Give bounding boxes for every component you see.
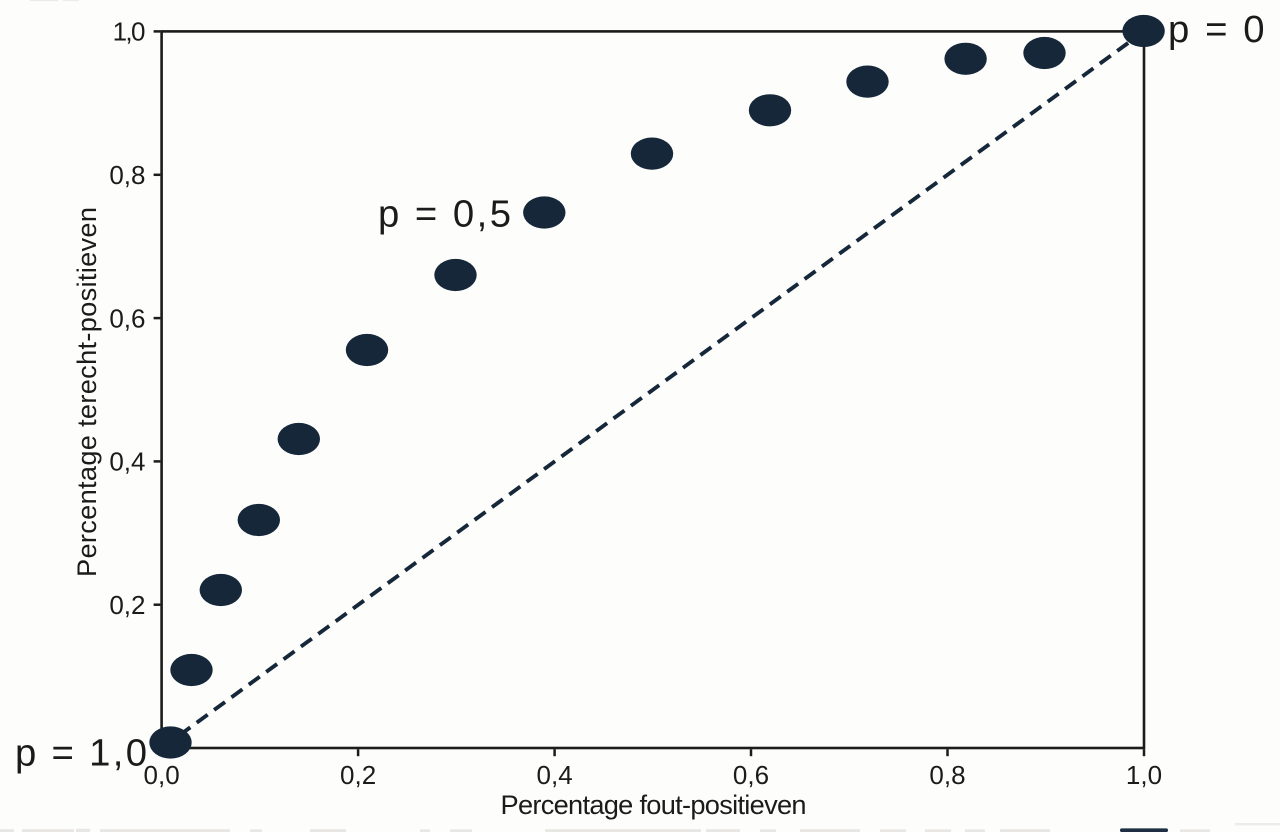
svg-text:0,2: 0,2 — [340, 760, 376, 790]
svg-text:0,0: 0,0 — [144, 760, 180, 790]
svg-text:0,4: 0,4 — [109, 447, 145, 477]
svg-text:0,8: 0,8 — [929, 760, 965, 790]
svg-text:0,4: 0,4 — [537, 760, 573, 790]
svg-text:p = 1,0: p = 1,0 — [15, 731, 147, 774]
svg-text:0,8: 0,8 — [109, 160, 145, 190]
svg-text:0,6: 0,6 — [109, 303, 145, 333]
svg-text:1,0: 1,0 — [113, 17, 146, 47]
svg-text:p = 0: p = 0 — [1168, 8, 1265, 51]
svg-text:0,6: 0,6 — [733, 760, 769, 790]
svg-text:0,2: 0,2 — [109, 590, 145, 620]
svg-text:p = 0,5: p = 0,5 — [378, 192, 511, 235]
svg-text:Percentage terecht-positieven: Percentage terecht-positieven — [71, 207, 102, 577]
svg-text:1,0: 1,0 — [1126, 760, 1162, 790]
svg-text:Percentage fout-positieven: Percentage fout-positieven — [501, 789, 807, 820]
